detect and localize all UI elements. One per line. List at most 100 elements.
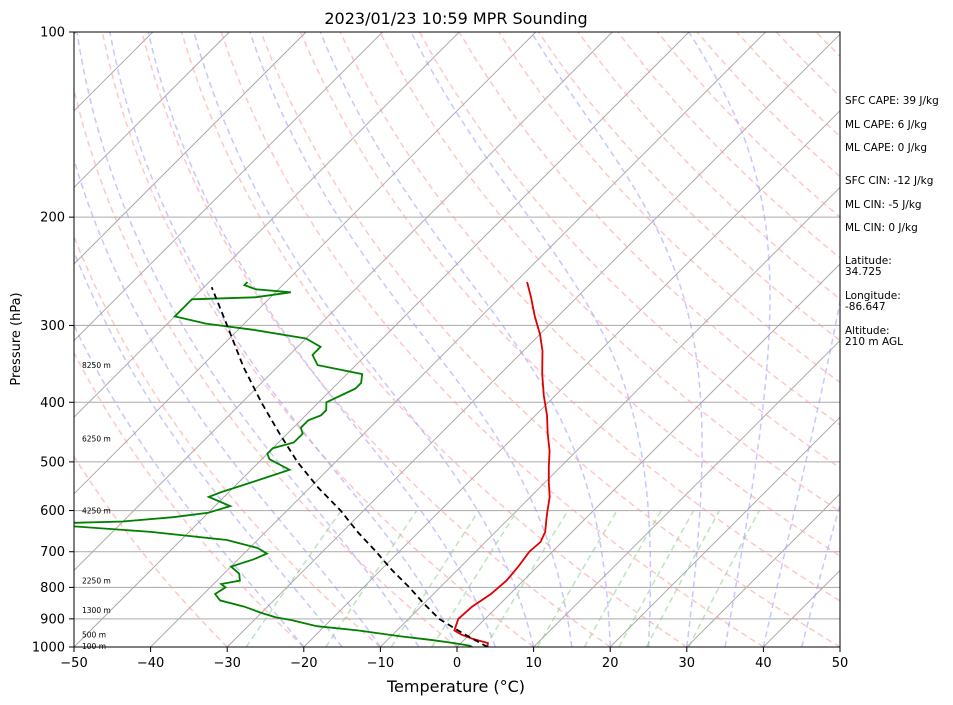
dry-adiabat [299, 32, 840, 602]
isotherm-line [303, 110, 840, 647]
height-labels: 100 m 500 m 1300 m 2250 m 4250 m 6250 m 8250 m [82, 361, 111, 651]
isotherm-line [74, 32, 230, 189]
dry-adiabat [260, 32, 840, 647]
isotherm-line [226, 33, 840, 647]
mixing-ratio-line [645, 510, 721, 647]
x-tick-label: −20 [290, 656, 317, 671]
dry-adiabat [74, 351, 305, 647]
dry-adiabat [180, 32, 688, 647]
isotherm-line [74, 32, 460, 418]
y-tick-label: 700 [40, 545, 65, 560]
stat-text: ML CIN: -5 J/kg [845, 199, 922, 211]
isotherm-line [609, 416, 840, 647]
stat-text: 34.725 [845, 266, 882, 278]
stat-text: SFC CAPE: 39 J/kg [845, 95, 939, 107]
moist-adiabat [410, 32, 652, 647]
moist-adiabat [76, 32, 420, 647]
stats-panel: SFC CAPE: 39 J/kg ML CAPE: 6 J/kg ML CAPE:… [845, 95, 939, 348]
x-tick-label: −30 [213, 656, 240, 671]
isotherm-line [74, 32, 537, 495]
dewpoint-profile-line [74, 281, 473, 647]
isotherm-line [533, 339, 840, 647]
y-tick-label: 500 [40, 455, 65, 470]
x-axis-title: Temperature (°C) [386, 677, 525, 696]
height-label: 1300 m [82, 606, 111, 615]
x-tick-label: 20 [602, 656, 619, 671]
moist-adiabat [762, 297, 840, 647]
dry-adiabat [74, 86, 458, 647]
mixing-ratio-line [431, 510, 518, 647]
series-layer [74, 281, 551, 647]
mixing-ratio-line [688, 510, 760, 647]
stat-text: 210 m AGL [845, 336, 903, 348]
y-tick-label: 900 [40, 612, 65, 627]
moist-adiabat [319, 32, 611, 647]
y-tick-label: 1000 [32, 641, 65, 656]
ticks-layer: −50 −40 −30 −20 −10 0 10 20 30 40 50 100 200 300 400 50… [32, 26, 848, 672]
isotherm-line [456, 263, 840, 647]
isotherm-line [380, 186, 840, 647]
isotherm-line [74, 32, 613, 572]
x-tick-label: −40 [137, 656, 164, 671]
y-tick-label: 100 [40, 26, 65, 41]
dry-adiabat [141, 32, 611, 647]
height-label: 2250 m [82, 577, 111, 586]
background-lines [74, 32, 840, 647]
y-tick-label: 800 [40, 581, 65, 596]
isotherm-line [74, 32, 383, 342]
plot-frame [73, 31, 841, 648]
y-tick-label: 600 [40, 504, 65, 519]
dry-adiabat [379, 32, 840, 513]
isotherm-line [74, 32, 690, 647]
y-tick-label: 400 [40, 396, 65, 411]
moist-adiabat [249, 32, 573, 647]
x-tick-label: 30 [679, 656, 696, 671]
mixing-ratio-line [618, 510, 695, 647]
mixing-ratio-line [536, 510, 618, 647]
x-tick-label: 40 [755, 656, 772, 671]
stat-text: Longitude: [845, 290, 901, 302]
isotherm-line [686, 493, 840, 647]
isotherm-line [150, 32, 766, 647]
stat-text: ML CIN: 0 J/kg [845, 222, 918, 234]
height-label: 8250 m [82, 361, 111, 370]
y-tick-label: 200 [40, 211, 65, 226]
moist-adiabat [74, 156, 382, 647]
temperature-profile-line [453, 281, 551, 647]
height-label: 500 m [82, 631, 106, 640]
moist-adiabat [800, 502, 840, 647]
stat-text: SFC CIN: -12 J/kg [845, 175, 933, 187]
x-tick-label: −50 [60, 656, 87, 671]
chart-title: 2023/01/23 10:59 MPR Sounding [324, 9, 587, 28]
moist-adiabat [530, 32, 703, 647]
x-tick-label: 10 [525, 656, 542, 671]
x-tick-label: 50 [832, 656, 849, 671]
parcel-profile-line [210, 286, 489, 647]
x-tick-label: −10 [367, 656, 394, 671]
dry-adiabat [74, 234, 381, 647]
mixing-ratio-line [325, 510, 418, 647]
moist-adiabat [109, 32, 458, 647]
dry-adiabat [220, 32, 764, 647]
isotherm-line [74, 32, 307, 265]
moist-adiabat [74, 249, 343, 647]
height-label: 4250 m [82, 507, 111, 516]
dry-adiabat [577, 32, 840, 300]
mixing-ratio-line [583, 510, 662, 647]
moist-adiabat [147, 32, 497, 647]
mixing-ratio-line [245, 510, 342, 647]
moist-adiabat [193, 32, 535, 647]
dry-adiabat [537, 32, 840, 342]
stat-text: Altitude: [845, 325, 890, 337]
stat-text: -86.647 [845, 301, 886, 313]
stat-text: Latitude: [845, 255, 892, 267]
dry-adiabat [101, 32, 535, 647]
stat-text: ML CAPE: 0 J/kg [845, 142, 927, 154]
moist-adiabat [688, 32, 771, 647]
stat-text: ML CAPE: 6 J/kg [845, 119, 927, 131]
y-tick-label: 300 [40, 319, 65, 334]
height-label: 6250 m [82, 434, 111, 443]
height-label: 100 m [82, 642, 106, 651]
